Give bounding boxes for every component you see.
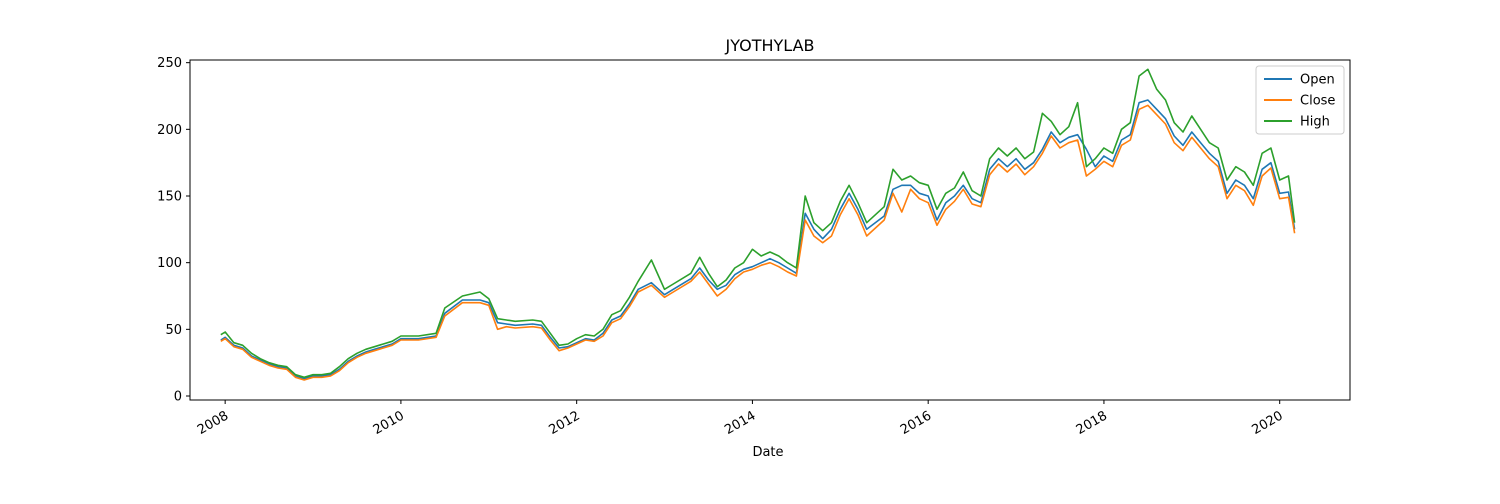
x-tick-label: 2014 [722, 408, 758, 438]
y-tick-label: 50 [165, 323, 182, 338]
series-line-high [220, 68, 1296, 379]
series-line-close [220, 104, 1296, 381]
x-tick-label: 2008 [195, 408, 231, 438]
x-axis: 2008 2010 2012 2014 2016 2018 2020 [195, 400, 1286, 438]
chart-title: JYOTHYLAB [725, 36, 815, 55]
y-tick-label: 200 [157, 123, 182, 138]
y-axis: 0 50 100 150 200 250 [157, 56, 190, 405]
x-tick-label: 2010 [371, 408, 407, 438]
legend-box [1255, 65, 1345, 135]
x-tick-label: 2020 [1250, 408, 1286, 438]
y-tick-label: 250 [157, 56, 182, 71]
x-tick-label: 2012 [547, 408, 583, 438]
legend-label-high: High [1300, 115, 1330, 130]
y-tick-label: 150 [157, 190, 182, 205]
legend: Open Close High [1255, 65, 1345, 135]
y-tick-label: 100 [157, 256, 182, 271]
y-tick-label: 0 [174, 390, 182, 405]
x-tick-label: 2016 [898, 408, 934, 438]
legend-label-open: Open [1300, 73, 1335, 88]
x-tick-label: 2018 [1074, 408, 1110, 438]
x-axis-label: Date [752, 445, 783, 460]
plot-area [220, 68, 1296, 381]
series-line-open [220, 99, 1296, 380]
axes-frame [189, 59, 1351, 401]
legend-label-close: Close [1300, 94, 1335, 109]
